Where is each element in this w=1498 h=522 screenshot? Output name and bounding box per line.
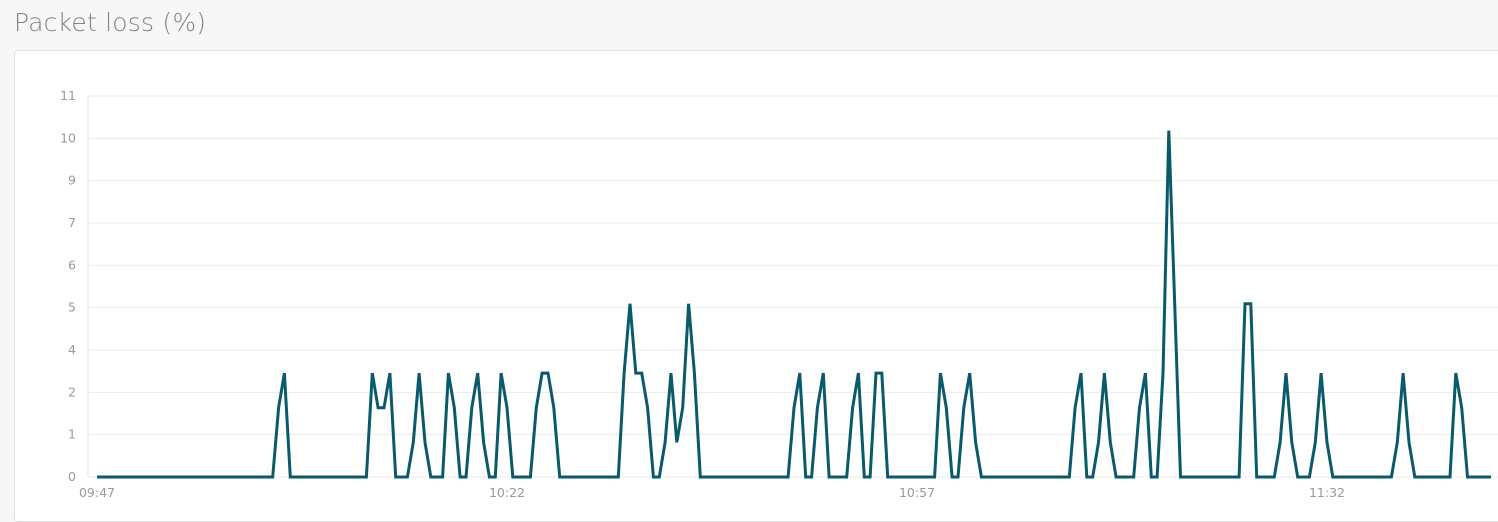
y-tick-label: 10	[60, 130, 76, 145]
packet-loss-line	[97, 130, 1491, 479]
y-tick-label: 5	[68, 300, 76, 315]
y-tick-label: 11	[60, 88, 76, 103]
x-tick-label: 11:32	[1309, 485, 1345, 500]
y-tick-label: 1	[68, 427, 76, 442]
y-axis-ticks: 0 1 2 4 5 6 7 9 10 11	[60, 88, 76, 484]
y-tick-label: 7	[68, 215, 76, 230]
y-tick-label: 9	[68, 173, 76, 188]
x-tick-label: 10:22	[489, 485, 525, 500]
packet-loss-chart: 0 1 2 4 5 6 7 9 10 11 09:47 10:22 10:57 11:32	[60, 88, 1498, 500]
series-layer	[97, 130, 1491, 479]
y-tick-label: 6	[68, 257, 76, 272]
y-tick-label: 0	[68, 469, 76, 484]
gridlines	[87, 95, 1498, 478]
y-tick-label: 2	[68, 384, 76, 399]
y-tick-label: 4	[68, 342, 76, 357]
x-tick-label: 10:57	[899, 485, 935, 500]
chart-card	[14, 50, 1498, 522]
x-tick-label: 09:47	[79, 485, 115, 500]
x-axis-ticks: 09:47 10:22 10:57 11:32	[79, 485, 1345, 500]
panel-title: Packet loss (%)	[14, 8, 207, 37]
